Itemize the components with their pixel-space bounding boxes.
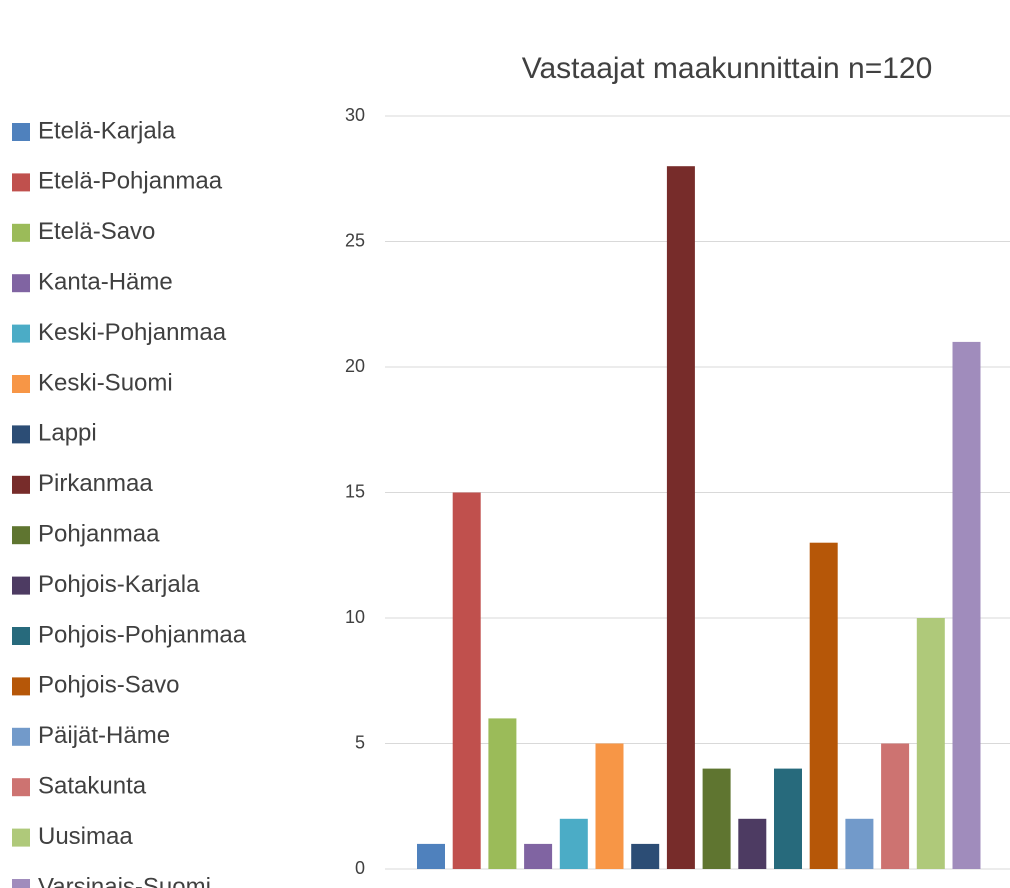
legend-swatch	[12, 123, 30, 141]
y-tick-label: 5	[355, 732, 365, 752]
legend-swatch	[12, 475, 30, 494]
bar	[738, 818, 767, 869]
bar	[845, 818, 874, 869]
bar	[559, 818, 588, 869]
bar	[774, 768, 802, 869]
legend-label: Varsinais-Suomi	[38, 873, 211, 888]
bar	[488, 718, 517, 869]
legend-label: Etelä-Karjala	[38, 117, 176, 144]
legend-label: Satakunta	[38, 773, 147, 800]
legend-label: Uusimaa	[38, 823, 133, 850]
bar	[952, 341, 981, 869]
legend-label: Pohjanmaa	[38, 521, 160, 548]
legend-label: Pirkanmaa	[38, 470, 153, 497]
legend-swatch	[12, 324, 30, 343]
legend-swatch	[12, 778, 30, 797]
legend-swatch	[12, 576, 30, 595]
y-tick-label: 0	[355, 858, 365, 878]
legend-swatch	[12, 425, 30, 444]
y-tick-label: 30	[345, 105, 365, 125]
legend-label: Etelä-Pohjanmaa	[38, 168, 223, 195]
y-tick-label: 10	[345, 607, 365, 627]
legend-swatch	[12, 727, 30, 746]
legend-swatch	[12, 677, 30, 696]
legend-label: Pohjois-Savo	[38, 672, 179, 699]
legend-swatch	[12, 223, 30, 242]
y-tick-label: 15	[345, 481, 365, 501]
bar	[916, 618, 945, 869]
bar	[417, 843, 445, 869]
chart-title: Vastaajat maakunnittain n=120	[522, 52, 933, 85]
legend-label: Keski-Pohjanmaa	[38, 319, 227, 346]
legend-label: Päijät-Häme	[38, 722, 170, 749]
bar	[524, 843, 553, 869]
legend-label: Lappi	[38, 420, 97, 447]
bar	[452, 492, 481, 869]
legend-label: Pohjois-Pohjanmaa	[38, 621, 247, 648]
legend-label: Pohjois-Karjala	[38, 571, 200, 598]
bar	[595, 743, 624, 869]
legend-label: Kanta-Häme	[38, 269, 173, 296]
y-tick-label: 25	[345, 230, 365, 250]
legend-swatch	[12, 173, 30, 192]
bar	[702, 768, 731, 869]
legend-swatch	[12, 627, 30, 645]
legend-label: Etelä-Savo	[38, 218, 155, 245]
legend-swatch	[12, 375, 30, 393]
legend-label: Keski-Suomi	[38, 369, 173, 396]
bar	[631, 843, 660, 869]
legend-swatch	[12, 526, 30, 545]
legend-swatch	[12, 879, 30, 888]
y-tick-label: 20	[345, 356, 365, 376]
legend-swatch	[12, 274, 30, 293]
legend-swatch	[12, 828, 30, 847]
bar	[881, 743, 910, 869]
bar	[666, 166, 695, 869]
bar	[809, 542, 838, 869]
